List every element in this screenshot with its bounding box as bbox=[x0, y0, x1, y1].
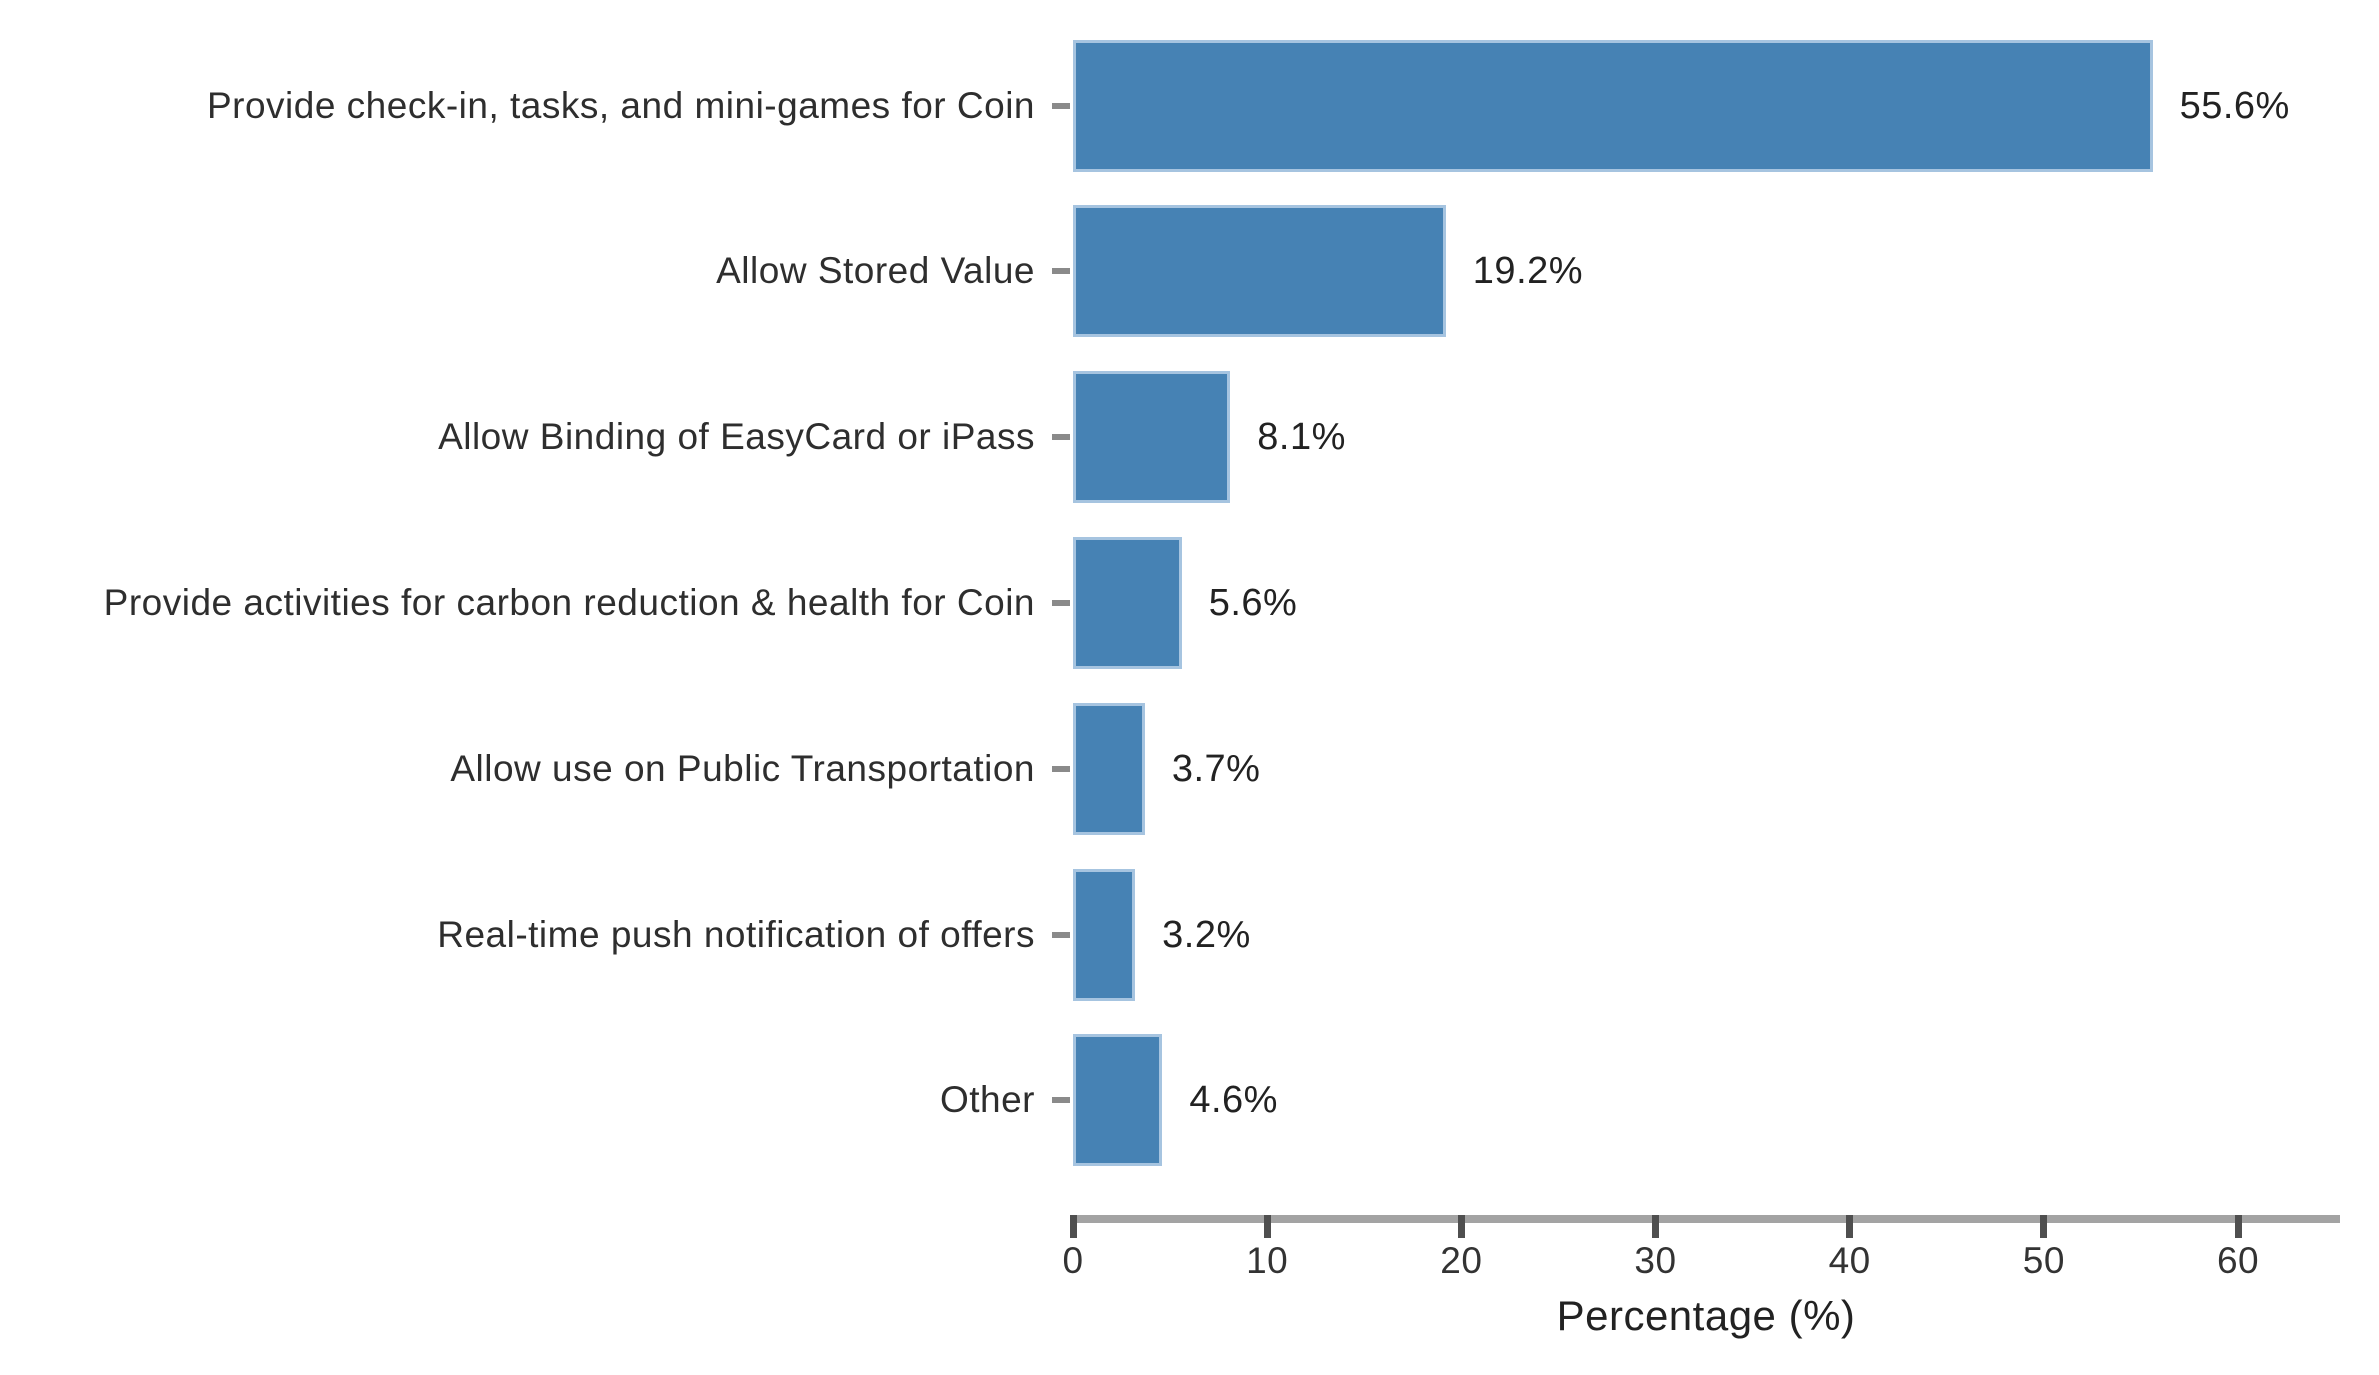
value-label: 55.6% bbox=[2179, 84, 2290, 127]
y-tick-mark bbox=[1052, 931, 1070, 938]
category-label: Allow use on Public Transportation bbox=[450, 747, 1035, 789]
y-tick-mark bbox=[1052, 268, 1070, 275]
x-axis-line bbox=[1073, 1215, 2340, 1223]
y-tick-mark bbox=[1052, 102, 1070, 109]
x-tick-mark bbox=[1069, 1215, 1077, 1238]
x-tick-mark bbox=[2234, 1215, 2242, 1238]
x-tick-label: 20 bbox=[1440, 1240, 1483, 1281]
x-tick-mark bbox=[1652, 1215, 1659, 1238]
category-label: Provide activities for carbon reduction … bbox=[103, 581, 1035, 623]
bar bbox=[1073, 536, 1182, 669]
y-tick-mark bbox=[1052, 599, 1070, 606]
x-tick-mark bbox=[1457, 1215, 1465, 1238]
value-label: 19.2% bbox=[1472, 250, 1584, 293]
category-label: Allow Stored Value bbox=[716, 250, 1035, 292]
x-tick-label: 50 bbox=[2022, 1240, 2065, 1281]
value-label: 5.6% bbox=[1208, 581, 1298, 624]
x-tick-mark bbox=[2040, 1215, 2048, 1238]
x-tick-label: 30 bbox=[1634, 1240, 1677, 1281]
y-tick-mark bbox=[1052, 765, 1070, 772]
value-label: 4.6% bbox=[1189, 1079, 1278, 1122]
category-label: Real-time push notification of offers bbox=[437, 913, 1035, 955]
x-tick-label: 0 bbox=[1062, 1240, 1084, 1281]
value-label: 3.7% bbox=[1171, 747, 1261, 790]
category-label: Allow Binding of EasyCard or iPass bbox=[438, 416, 1035, 458]
x-tick-label: 60 bbox=[2216, 1240, 2260, 1281]
bar bbox=[1073, 39, 2153, 172]
bar bbox=[1073, 1034, 1163, 1167]
bar bbox=[1073, 868, 1136, 1001]
category-label: Provide check-in, tasks, and mini-games … bbox=[206, 84, 1035, 126]
category-label: Other bbox=[939, 1079, 1035, 1121]
x-tick-label: 10 bbox=[1246, 1240, 1289, 1281]
bar bbox=[1073, 702, 1145, 835]
x-tick-label: 40 bbox=[1828, 1240, 1871, 1281]
value-label: 8.1% bbox=[1257, 416, 1346, 459]
bar bbox=[1073, 371, 1231, 504]
y-tick-mark bbox=[1052, 434, 1070, 441]
bar bbox=[1073, 205, 1446, 338]
value-label: 3.2% bbox=[1162, 913, 1251, 956]
x-tick-mark bbox=[1263, 1215, 1271, 1238]
x-tick-mark bbox=[1846, 1215, 1854, 1238]
y-tick-mark bbox=[1052, 1097, 1070, 1104]
x-axis-title: Percentage (%) bbox=[1556, 1292, 1856, 1339]
